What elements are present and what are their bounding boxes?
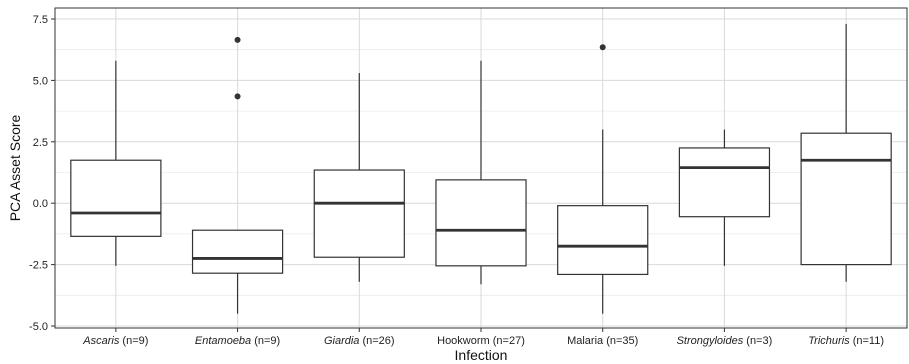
x-tick-label: Entamoeba (n=9) xyxy=(195,335,280,347)
x-axis-title: Infection xyxy=(455,347,508,363)
category-count: (n=11) xyxy=(850,335,884,347)
y-tick-label: 7.5 xyxy=(33,14,48,26)
category-count: (n=9) xyxy=(251,335,280,347)
category-name: Giardia xyxy=(324,335,359,347)
x-tick-label: Ascaris (n=9) xyxy=(82,335,148,347)
category-count: (n=27) xyxy=(490,335,525,347)
x-tick-label: Malaria (n=35) xyxy=(567,335,638,347)
box-trichuris xyxy=(800,23,892,282)
iqr-box xyxy=(70,159,162,237)
outlier-point xyxy=(599,44,606,51)
y-axis-title: PCA Asset Score xyxy=(7,114,23,221)
x-tick-label: Trichuris (n=11) xyxy=(808,335,884,347)
category-name: Trichuris xyxy=(808,335,850,347)
x-tick-label: Strongyloides (n=3) xyxy=(677,335,773,347)
outlier-point xyxy=(234,93,241,100)
box-hookworm xyxy=(435,60,527,285)
category-name: Hookworm xyxy=(437,335,490,347)
category-name: Entamoeba xyxy=(195,335,251,347)
boxes xyxy=(70,23,892,314)
category-count: (n=26) xyxy=(359,335,394,347)
box-malaria xyxy=(557,44,649,314)
iqr-box xyxy=(313,169,405,258)
category-count: (n=9) xyxy=(119,335,148,347)
outlier-point xyxy=(234,36,241,43)
iqr-box xyxy=(678,147,771,218)
x-tick-label: Hookworm (n=27) xyxy=(437,335,525,347)
iqr-box xyxy=(557,205,649,276)
category-name: Ascaris xyxy=(82,335,120,347)
iqr-box xyxy=(435,179,527,267)
y-tick-label: 0.0 xyxy=(33,198,48,210)
y-tick-label: -2.5 xyxy=(29,260,48,272)
box-giardia xyxy=(313,73,405,282)
category-name: Malaria xyxy=(567,335,604,347)
y-tick-label: -5.0 xyxy=(29,321,48,333)
box-strongyloides xyxy=(678,129,771,266)
y-tick-label: 5.0 xyxy=(33,75,48,87)
y-tick-label: 2.5 xyxy=(33,137,48,149)
x-axis-ticks: Ascaris (n=9) Entamoeba (n=9) Giardia (n=2… xyxy=(82,328,884,347)
category-name: Strongyloides xyxy=(677,335,744,347)
category-count: (n=35) xyxy=(603,335,638,347)
x-tick-label: Giardia (n=26) xyxy=(324,335,395,347)
box-ascaris xyxy=(70,60,162,266)
iqr-box xyxy=(191,229,284,274)
category-count: (n=3) xyxy=(743,335,772,347)
box-entamoeba xyxy=(191,36,284,314)
iqr-box xyxy=(800,132,892,266)
y-axis-ticks: -5.0 -2.5 0.0 2.5 5.0 7.5 xyxy=(29,14,55,333)
